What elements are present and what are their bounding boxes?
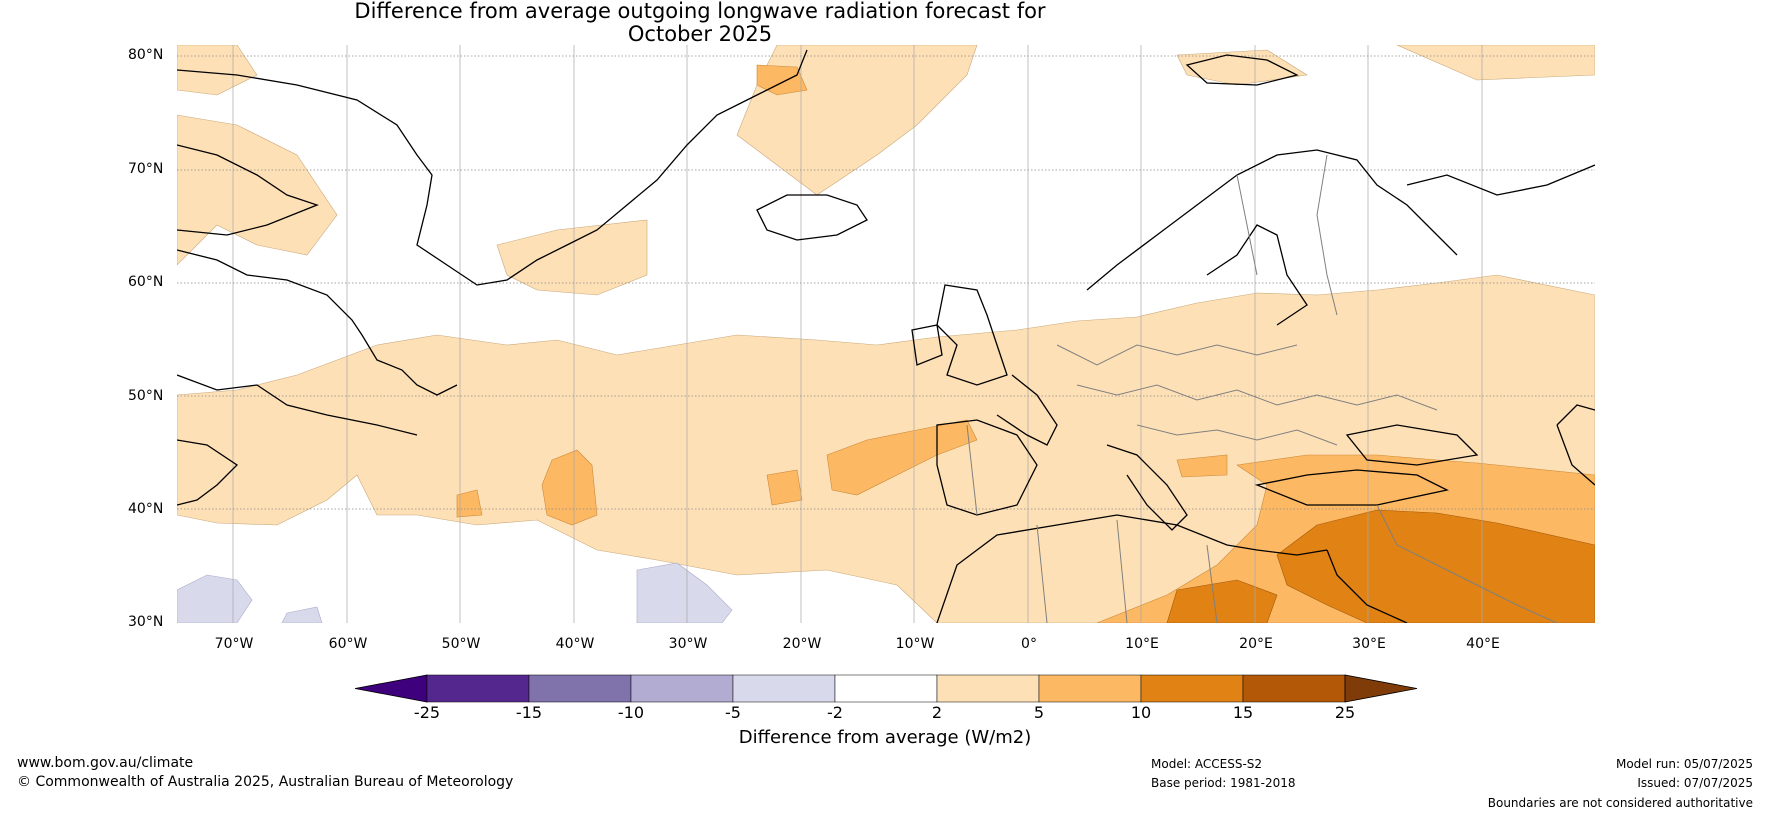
cbar-segment-7 bbox=[1038, 674, 1142, 703]
cbar-tick-2: 2 bbox=[931, 703, 943, 722]
coast-scandinavia bbox=[1086, 149, 1458, 291]
lat-label-60n: 60°N bbox=[128, 274, 164, 290]
coast-baffin bbox=[177, 144, 319, 236]
anomaly-canada-north bbox=[177, 114, 338, 266]
anomaly-atlantic-3 bbox=[766, 469, 803, 506]
lon-label-0: 0° bbox=[1021, 636, 1037, 652]
cbar-tick-5: 5 bbox=[1033, 703, 1045, 722]
border-africa bbox=[1036, 519, 1218, 623]
anomaly-greenland-patch bbox=[756, 64, 808, 96]
cbar-segment-6 bbox=[936, 674, 1040, 703]
border-europe-3 bbox=[1136, 424, 1338, 446]
lon-label-20e: 20°E bbox=[1239, 636, 1273, 652]
anomaly-atlantic-1 bbox=[541, 449, 598, 526]
anomaly-atlantic-2 bbox=[456, 489, 483, 518]
coast-france bbox=[996, 374, 1058, 446]
colorbar bbox=[354, 674, 1418, 703]
footer-model: Model: ACCESS-S2 bbox=[1151, 757, 1263, 771]
anomaly-small-blob bbox=[281, 606, 323, 623]
lon-label-30w: 30°W bbox=[668, 636, 708, 652]
coast-russia-north bbox=[1406, 164, 1595, 196]
chart-title: Difference from average outgoing longwav… bbox=[330, 0, 1070, 46]
lon-label-20w: 20°W bbox=[782, 636, 822, 652]
coast-italy bbox=[1106, 444, 1188, 531]
colorbar-label: Difference from average (W/m2) bbox=[738, 727, 1032, 748]
cbar-tick-10: 10 bbox=[1130, 703, 1152, 722]
lat-label-50n: 50°N bbox=[128, 388, 164, 404]
map-svg bbox=[177, 45, 1595, 623]
lon-label-10e: 10°E bbox=[1125, 636, 1159, 652]
lat-label-30n: 30°N bbox=[128, 614, 164, 630]
cbar-tick-neg15: -15 bbox=[515, 703, 543, 722]
lon-label-70w: 70°W bbox=[214, 636, 254, 652]
footer-base-period: Base period: 1981-2018 bbox=[1151, 776, 1296, 790]
footer-copyright: © Commonwealth of Australia 2025, Austra… bbox=[17, 774, 514, 790]
border-europe-2 bbox=[1076, 384, 1438, 411]
forecast-map bbox=[177, 45, 1595, 623]
coast-britain bbox=[936, 284, 1008, 386]
cbar-tick-25: 25 bbox=[1334, 703, 1356, 722]
footer-disclaimer: Boundaries are not considered authoritat… bbox=[1487, 796, 1753, 810]
coast-svalbard bbox=[1185, 54, 1299, 86]
border-middle-east bbox=[1376, 504, 1558, 623]
coast-caspian bbox=[1556, 404, 1595, 486]
anomaly-top-right bbox=[1396, 45, 1595, 81]
title-line-1: Difference from average outgoing longwav… bbox=[354, 0, 1046, 23]
coast-baltic bbox=[1206, 224, 1308, 326]
cbar-extend-low bbox=[354, 674, 428, 703]
anomaly-balkans bbox=[1176, 454, 1228, 478]
lon-label-40e: 40°E bbox=[1466, 636, 1500, 652]
coast-greenland bbox=[177, 49, 808, 286]
title-line-2: October 2025 bbox=[627, 22, 773, 46]
cbar-tick-neg5: -5 bbox=[725, 703, 741, 722]
coast-north-africa bbox=[936, 514, 1328, 623]
cbar-segment-5 bbox=[834, 674, 938, 703]
footer-model-run: Model run: 05/07/2025 bbox=[1615, 757, 1753, 771]
cbar-segment-4 bbox=[732, 674, 836, 703]
coast-ireland bbox=[911, 324, 943, 366]
lat-label-80n: 80°N bbox=[128, 47, 164, 63]
cbar-segment-9 bbox=[1242, 674, 1346, 703]
cbar-segment-8 bbox=[1140, 674, 1244, 703]
cbar-tick-neg25: -25 bbox=[413, 703, 441, 722]
coast-canada-east bbox=[177, 249, 458, 396]
anomaly-iceland-south bbox=[496, 219, 648, 296]
border-iberia bbox=[966, 424, 978, 516]
coast-labrador bbox=[177, 374, 418, 436]
coast-turkey bbox=[1254, 469, 1449, 506]
anomaly-egypt bbox=[1166, 579, 1278, 623]
coast-north-america bbox=[177, 439, 239, 506]
lon-label-10w: 10°W bbox=[895, 636, 935, 652]
anomaly-top-left bbox=[177, 45, 258, 96]
lat-label-40n: 40°N bbox=[128, 501, 164, 517]
anomaly-mid-atlantic bbox=[636, 562, 733, 623]
cbar-segment-3 bbox=[630, 674, 734, 703]
lon-label-60w: 60°W bbox=[328, 636, 368, 652]
cbar-tick-15: 15 bbox=[1232, 703, 1254, 722]
cbar-extend-high bbox=[1344, 674, 1418, 703]
cbar-tick-neg2: -2 bbox=[827, 703, 843, 722]
footer-website: www.bom.gov.au/climate bbox=[17, 755, 194, 771]
lon-label-30e: 30°E bbox=[1352, 636, 1386, 652]
coast-levant bbox=[1326, 549, 1408, 623]
cbar-segment-2 bbox=[528, 674, 632, 703]
border-scandinavia bbox=[1236, 154, 1338, 316]
lat-label-70n: 70°N bbox=[128, 161, 164, 177]
cbar-tick-neg10: -10 bbox=[617, 703, 645, 722]
anomaly-iberia-west bbox=[826, 419, 978, 496]
country-borders bbox=[966, 154, 1558, 623]
coast-iceland bbox=[756, 194, 868, 241]
border-europe-1 bbox=[1056, 344, 1298, 366]
cbar-segment-1 bbox=[426, 674, 530, 703]
coastlines bbox=[177, 49, 1595, 623]
longitude-gridlines bbox=[232, 45, 1483, 623]
lon-label-40w: 40°W bbox=[555, 636, 595, 652]
lon-label-50w: 50°W bbox=[441, 636, 481, 652]
coast-iberia bbox=[936, 419, 1038, 516]
coast-black-sea bbox=[1345, 424, 1479, 466]
footer-issued: Issued: 07/07/2025 bbox=[1637, 776, 1753, 790]
